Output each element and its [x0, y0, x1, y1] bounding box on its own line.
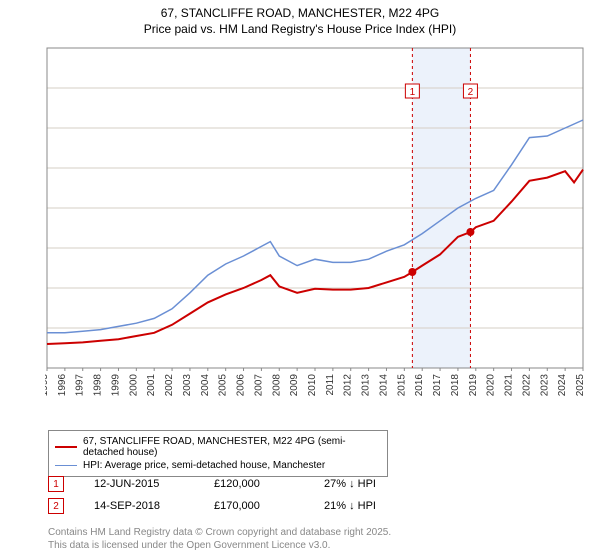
footer-line1: Contains HM Land Registry data © Crown c…: [48, 527, 391, 540]
series-hpi: [47, 120, 583, 333]
x-tick-label: 2019: [468, 374, 479, 397]
title-line2: Price paid vs. HM Land Registry's House …: [0, 22, 600, 38]
sale-price: £120,000: [214, 478, 294, 490]
legend: 67, STANCLIFFE ROAD, MANCHESTER, M22 4PG…: [48, 430, 388, 477]
x-tick-label: 2001: [146, 374, 157, 397]
title-line1: 67, STANCLIFFE ROAD, MANCHESTER, M22 4PG: [0, 6, 600, 22]
x-tick-label: 2012: [343, 374, 354, 397]
series-price_paid: [47, 170, 583, 344]
sale-point: [466, 228, 474, 236]
x-tick-label: 2014: [378, 374, 389, 397]
x-tick-label: 1995: [45, 374, 50, 397]
x-tick-label: 2015: [396, 374, 407, 397]
x-tick-label: 2008: [271, 374, 282, 397]
x-tick-label: 2005: [218, 374, 229, 397]
sale-price: £170,000: [214, 500, 294, 512]
legend-label: HPI: Average price, semi-detached house,…: [83, 460, 325, 471]
sale-hpi-delta: 21% ↓ HPI: [324, 500, 414, 512]
legend-label: 67, STANCLIFFE ROAD, MANCHESTER, M22 4PG…: [83, 436, 381, 458]
footer: Contains HM Land Registry data © Crown c…: [48, 527, 391, 552]
sale-marker-row: 1 12-JUN-2015 £120,000 27% ↓ HPI: [48, 476, 414, 492]
x-tick-label: 2023: [539, 374, 550, 397]
x-tick-label: 2007: [253, 374, 264, 397]
x-tick-label: 2004: [200, 374, 211, 397]
x-tick-label: 2006: [236, 374, 247, 397]
x-tick-label: 1999: [110, 374, 121, 397]
x-tick-label: 2011: [325, 374, 336, 396]
x-tick-label: 2013: [361, 374, 372, 397]
chart: £0£50K£100K£150K£200K£250K£300K£350K£400…: [45, 46, 585, 416]
footer-line2: This data is licensed under the Open Gov…: [48, 540, 391, 553]
legend-item: HPI: Average price, semi-detached house,…: [55, 459, 381, 472]
x-tick-label: 2021: [504, 374, 515, 397]
sale-marker-row: 2 14-SEP-2018 £170,000 21% ↓ HPI: [48, 498, 414, 514]
x-tick-label: 2024: [557, 374, 568, 397]
x-tick-label: 1997: [75, 374, 86, 397]
legend-swatch: [55, 446, 77, 448]
legend-swatch: [55, 465, 77, 467]
vline-label: 1: [410, 87, 416, 98]
x-tick-label: 2020: [486, 374, 497, 397]
sale-date: 12-JUN-2015: [94, 478, 184, 490]
x-tick-label: 1998: [93, 374, 104, 397]
x-tick-label: 2016: [414, 374, 425, 397]
vline-label: 2: [468, 87, 474, 98]
x-tick-label: 2003: [182, 374, 193, 397]
x-tick-label: 2010: [307, 374, 318, 397]
x-tick-label: 2009: [289, 374, 300, 397]
sale-marker-num: 1: [48, 476, 64, 492]
x-tick-label: 2022: [521, 374, 532, 397]
x-tick-label: 2002: [164, 374, 175, 397]
x-tick-label: 2000: [128, 374, 139, 397]
legend-item: 67, STANCLIFFE ROAD, MANCHESTER, M22 4PG…: [55, 435, 381, 459]
sale-date: 14-SEP-2018: [94, 500, 184, 512]
sale-point: [408, 268, 416, 276]
x-tick-label: 2018: [450, 374, 461, 397]
sale-markers: 1 12-JUN-2015 £120,000 27% ↓ HPI 2 14-SEP-201…: [48, 476, 414, 520]
x-tick-label: 2025: [575, 374, 585, 397]
sale-marker-num: 2: [48, 498, 64, 514]
sale-hpi-delta: 27% ↓ HPI: [324, 478, 414, 490]
x-tick-label: 1996: [57, 374, 68, 397]
x-tick-label: 2017: [432, 374, 443, 397]
